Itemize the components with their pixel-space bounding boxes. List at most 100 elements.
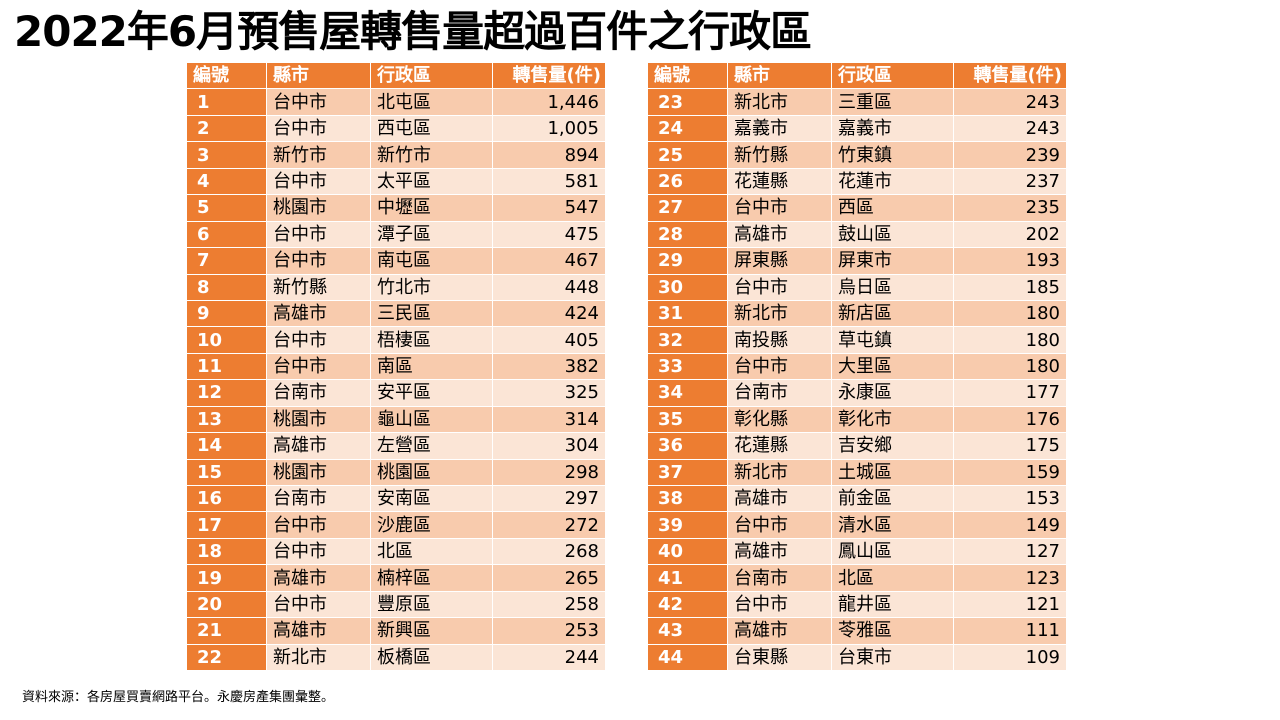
district-cell: 沙鹿區 xyxy=(371,512,493,539)
district-cell: 永康區 xyxy=(832,380,954,407)
table-row: 44 台東縣 台東市 109 xyxy=(648,644,1067,672)
table-row: 21 高雄市 新興區 253 xyxy=(187,618,606,645)
county-cell: 新北市 xyxy=(728,89,832,116)
county-cell: 高雄市 xyxy=(728,486,832,513)
ranking-table-right: 編號 縣市 行政區 轉售量(件) 23 新北市 三重區 243 24 嘉義市 嘉義市 243 2… xyxy=(648,63,1067,672)
resale-count-cell: 1,005 xyxy=(493,115,606,143)
district-cell: 鳳山區 xyxy=(832,538,954,566)
resale-count-cell: 475 xyxy=(493,221,606,249)
rank-number-cell: 35 xyxy=(648,406,728,434)
district-cell: 北區 xyxy=(832,565,954,592)
table-row: 3 新竹市 新竹市 894 xyxy=(187,142,606,169)
rank-number-cell: 14 xyxy=(187,433,267,460)
table-row: 41 台南市 北區 123 xyxy=(648,565,1067,592)
resale-count-cell: 1,446 xyxy=(493,89,606,116)
rank-number-cell: 36 xyxy=(648,433,728,460)
resale-count-cell: 424 xyxy=(493,300,606,328)
county-cell: 新北市 xyxy=(267,644,371,672)
rank-number-cell: 32 xyxy=(648,327,728,354)
county-cell: 高雄市 xyxy=(728,618,832,645)
resale-count-cell: 272 xyxy=(493,512,606,539)
county-cell: 高雄市 xyxy=(267,565,371,592)
resale-count-cell: 894 xyxy=(493,142,606,169)
district-cell: 北區 xyxy=(371,538,493,566)
district-cell: 三民區 xyxy=(371,300,493,328)
district-cell: 竹北市 xyxy=(371,274,493,301)
resale-count-cell: 193 xyxy=(954,248,1067,275)
rank-number-cell: 43 xyxy=(648,618,728,645)
county-cell: 高雄市 xyxy=(267,618,371,645)
district-cell: 豐原區 xyxy=(371,591,493,619)
district-cell: 南屯區 xyxy=(371,248,493,275)
district-cell: 嘉義市 xyxy=(832,115,954,143)
resale-count-cell: 237 xyxy=(954,168,1067,196)
table-row: 2 台中市 西屯區 1,005 xyxy=(187,115,606,143)
table-row: 27 台中市 西區 235 xyxy=(648,195,1067,222)
district-cell: 左營區 xyxy=(371,433,493,460)
resale-count-cell: 202 xyxy=(954,221,1067,249)
table-row: 26 花蓮縣 花蓮市 237 xyxy=(648,168,1067,196)
district-cell: 大里區 xyxy=(832,353,954,381)
rank-number-cell: 16 xyxy=(187,486,267,513)
table-body-right: 23 新北市 三重區 243 24 嘉義市 嘉義市 243 25 新竹縣 竹東鎮 239 26 花蓮縣 花蓮… xyxy=(648,89,1067,672)
district-cell: 竹東鎮 xyxy=(832,142,954,169)
table-row: 37 新北市 土城區 159 xyxy=(648,459,1067,486)
table-row: 39 台中市 清水區 149 xyxy=(648,512,1067,539)
table-row: 10 台中市 梧棲區 405 xyxy=(187,327,606,354)
county-cell: 台中市 xyxy=(728,512,832,539)
county-cell: 桃園市 xyxy=(267,195,371,222)
resale-count-cell: 123 xyxy=(954,565,1067,592)
table-row: 19 高雄市 楠梓區 265 xyxy=(187,565,606,592)
table-row: 22 新北市 板橋區 244 xyxy=(187,644,606,672)
district-cell: 吉安鄉 xyxy=(832,433,954,460)
source-note: 資料來源：各房屋買賣網路平台。永慶房產集團彙整。 xyxy=(22,690,335,705)
county-cell: 台南市 xyxy=(267,380,371,407)
rank-number-cell: 40 xyxy=(648,538,728,566)
county-cell: 新竹縣 xyxy=(267,274,371,301)
table-row: 31 新北市 新店區 180 xyxy=(648,300,1067,328)
county-cell: 高雄市 xyxy=(267,300,371,328)
rank-number-cell: 30 xyxy=(648,274,728,301)
district-cell: 南區 xyxy=(371,353,493,381)
rank-number-cell: 31 xyxy=(648,300,728,328)
table-row: 1 台中市 北屯區 1,446 xyxy=(187,89,606,116)
header-county: 縣市 xyxy=(267,63,371,90)
table-row: 5 桃園市 中壢區 547 xyxy=(187,195,606,222)
header-no: 編號 xyxy=(648,63,728,90)
county-cell: 台中市 xyxy=(267,248,371,275)
county-cell: 高雄市 xyxy=(728,538,832,566)
table-row: 13 桃園市 龜山區 314 xyxy=(187,406,606,434)
resale-count-cell: 175 xyxy=(954,433,1067,460)
ranking-table-left: 編號 縣市 行政區 轉售量(件) 1 台中市 北屯區 1,446 2 台中市 西屯區 1,00… xyxy=(187,63,606,672)
table-row: 23 新北市 三重區 243 xyxy=(648,89,1067,116)
rank-number-cell: 23 xyxy=(648,89,728,116)
table-row: 15 桃園市 桃園區 298 xyxy=(187,459,606,486)
district-cell: 板橋區 xyxy=(371,644,493,672)
resale-count-cell: 180 xyxy=(954,327,1067,354)
resale-count-cell: 243 xyxy=(954,115,1067,143)
county-cell: 台中市 xyxy=(267,538,371,566)
county-cell: 台中市 xyxy=(267,591,371,619)
rank-number-cell: 20 xyxy=(187,591,267,619)
resale-count-cell: 176 xyxy=(954,406,1067,434)
district-cell: 屏東市 xyxy=(832,248,954,275)
district-cell: 土城區 xyxy=(832,459,954,486)
district-cell: 西屯區 xyxy=(371,115,493,143)
rank-number-cell: 44 xyxy=(648,644,728,672)
table-row: 34 台南市 永康區 177 xyxy=(648,380,1067,407)
rank-number-cell: 33 xyxy=(648,353,728,381)
resale-count-cell: 467 xyxy=(493,248,606,275)
table-row: 4 台中市 太平區 581 xyxy=(187,168,606,196)
county-cell: 台南市 xyxy=(728,380,832,407)
county-cell: 台中市 xyxy=(728,591,832,619)
county-cell: 台中市 xyxy=(267,512,371,539)
header-count: 轉售量(件) xyxy=(954,63,1067,90)
resale-count-cell: 177 xyxy=(954,380,1067,407)
table-header-row: 編號 縣市 行政區 轉售量(件) xyxy=(648,63,1067,90)
district-cell: 台東市 xyxy=(832,644,954,672)
header-county: 縣市 xyxy=(728,63,832,90)
rank-number-cell: 22 xyxy=(187,644,267,672)
resale-count-cell: 325 xyxy=(493,380,606,407)
district-cell: 苓雅區 xyxy=(832,618,954,645)
resale-count-cell: 185 xyxy=(954,274,1067,301)
